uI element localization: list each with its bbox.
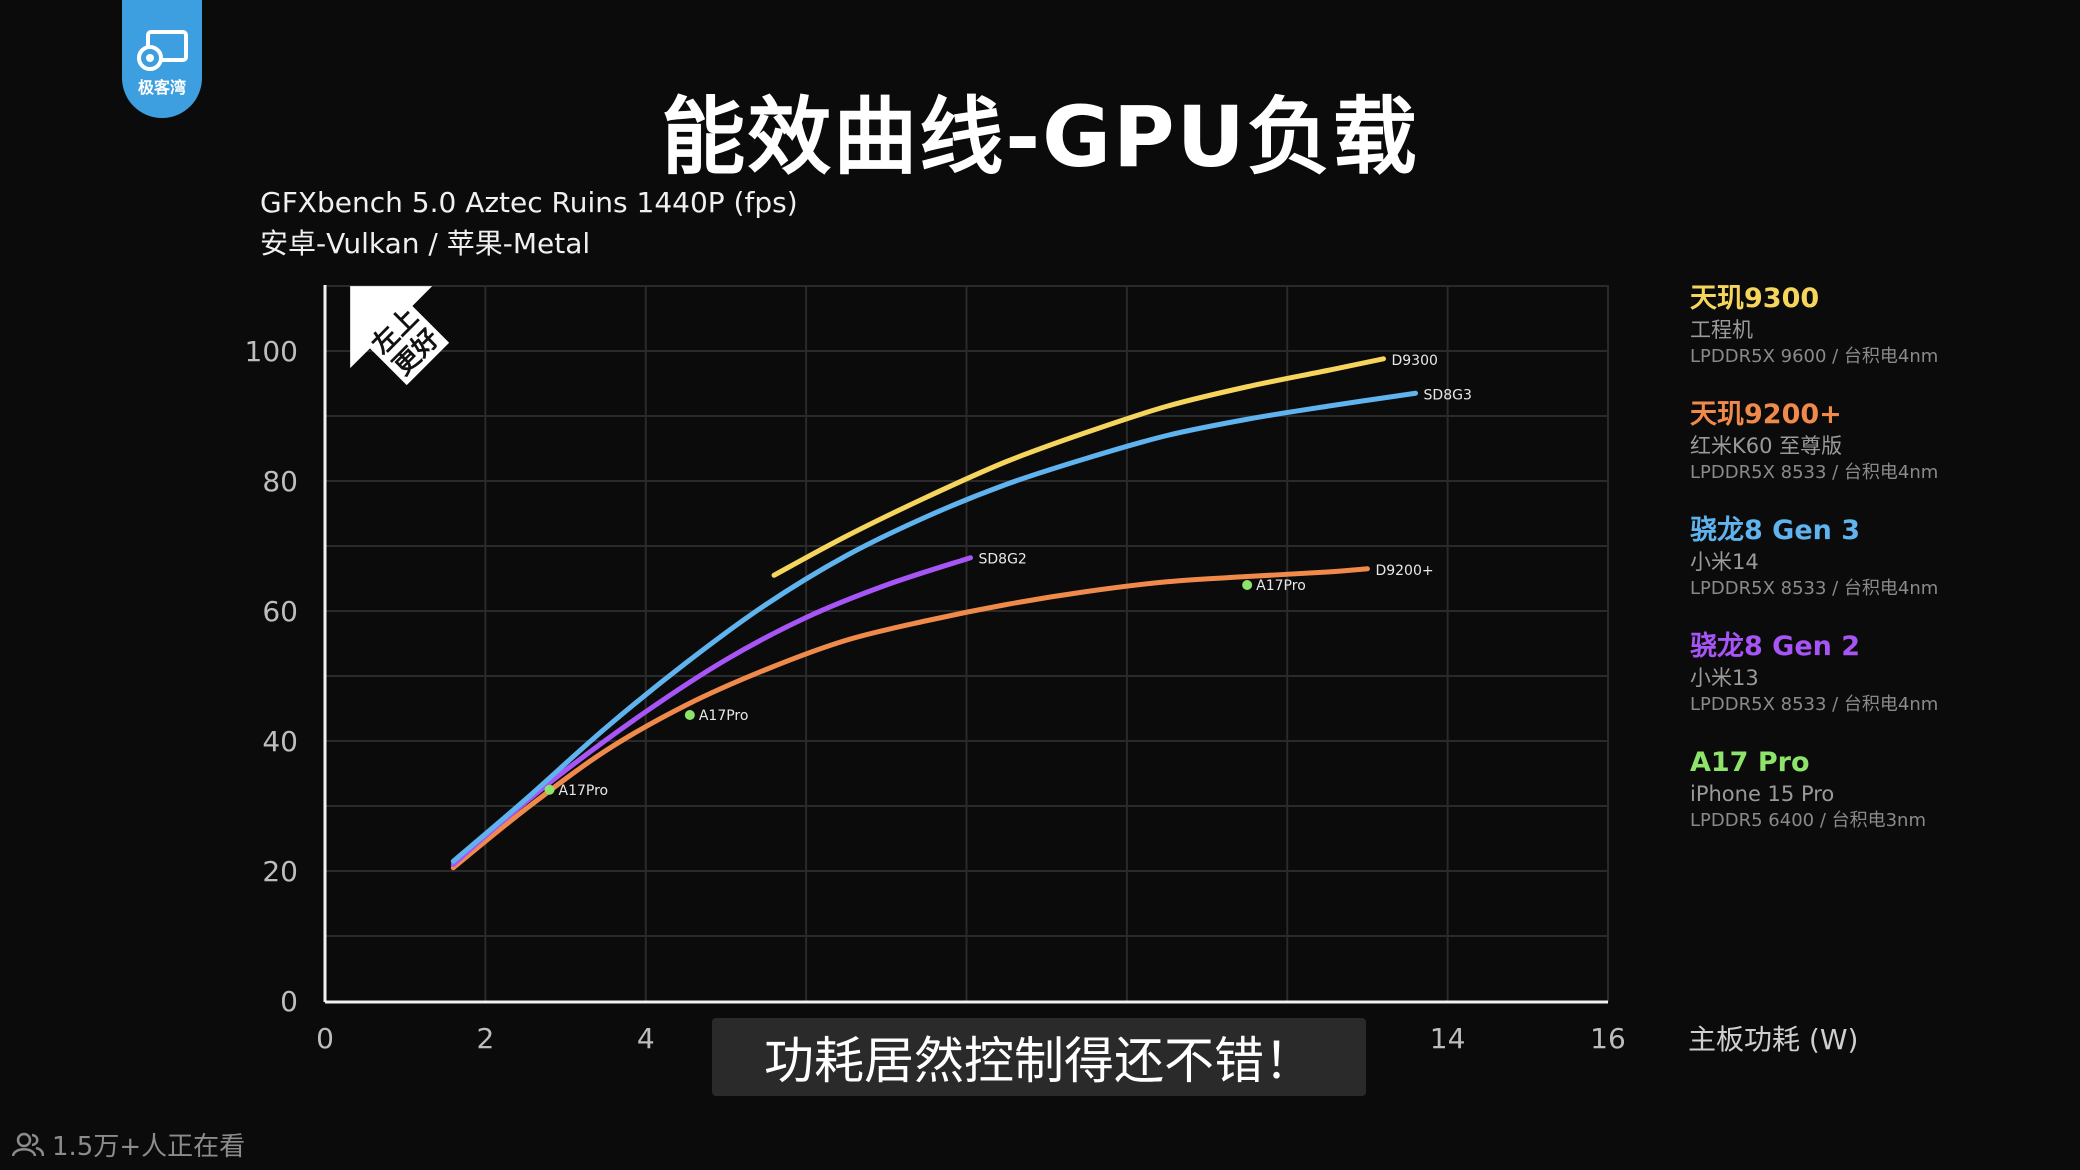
legend-device: 工程机 [1690, 318, 1753, 342]
video-subtitle-text: 功耗居然控制得还不错！ [764, 1032, 1314, 1090]
a17pro-point [544, 784, 555, 795]
legend-device: iPhone 15 Pro [1690, 782, 1835, 806]
a17pro-point [684, 710, 695, 720]
y-tick-label: 40 [262, 725, 298, 758]
logo-text: 极客湾 [137, 78, 186, 97]
video-subtitle: 功耗居然控制得还不错！ [712, 1018, 1366, 1096]
legend-entry: 骁龙8 Gen 2 小米13 LPDDR5X 8533 / 台积电4nm [1690, 630, 2050, 746]
a17pro-point [1242, 580, 1253, 590]
people-icon [12, 1132, 44, 1156]
legend-spec: LPDDR5X 8533 / 台积电4nm [1690, 694, 1939, 715]
legend-device: 小米14 [1690, 550, 1759, 574]
series-line-sd8g3 [450, 390, 1419, 864]
series-line-d9300 [771, 356, 1386, 578]
point-label: A17Pro [699, 708, 749, 724]
legend-spec: LPDDR5 6400 / 台积电3nm [1690, 810, 1926, 831]
y-tick-label: 100 [245, 335, 298, 368]
legend-entry: 天玑9200+ 红米K60 至尊版 LPDDR5X 8533 / 台积电4nm [1690, 398, 2050, 514]
gear-chip-icon [137, 30, 188, 71]
series-end-label: SD8G3 [1424, 387, 1472, 403]
y-tick-label: 0 [280, 985, 298, 1018]
y-tick-label: 20 [262, 855, 298, 888]
legend-chip-name: A17 Pro [1690, 747, 1810, 778]
legend-chip-name: 天玑9200+ [1690, 399, 1842, 430]
legend-spec: LPDDR5X 8533 / 台积电4nm [1690, 578, 1939, 599]
legend-entry: 骁龙8 Gen 3 小米14 LPDDR5X 8533 / 台积电4nm [1690, 514, 2050, 630]
legend-spec: LPDDR5X 8533 / 台积电4nm [1690, 462, 1939, 483]
point-label: A17Pro [559, 783, 609, 799]
x-tick-label: 4 [637, 1022, 655, 1055]
logo: 极客湾 [122, 0, 202, 118]
legend-entry: 天玑9300 工程机 LPDDR5X 9600 / 台积电4nm [1690, 282, 2050, 398]
viewer-count: 1.5万+人正在看 [12, 1126, 245, 1163]
chart-subtitle-benchmark: GFXbench 5.0 Aztec Ruins 1440P (fps) [260, 186, 798, 219]
viewer-count-text: 1.5万+人正在看 [52, 1132, 246, 1162]
chart-subtitle-api: 安卓-Vulkan / 苹果-Metal [260, 227, 591, 260]
legend-chip-name: 天玑9300 [1690, 283, 1820, 314]
series-line-d9200 [450, 566, 1370, 871]
legend: 天玑9300 工程机 LPDDR5X 9600 / 台积电4nm 天玑9200+ 红米K… [1690, 282, 2050, 862]
chart-title: 能效曲线-GPU负载 [661, 88, 1419, 186]
y-tick-label: 60 [262, 595, 298, 628]
legend-chip-name: 骁龙8 Gen 2 [1690, 631, 1861, 662]
point-label: A17Pro [1256, 578, 1306, 594]
legend-device: 小米13 [1690, 666, 1759, 690]
x-tick-label: 16 [1590, 1022, 1626, 1055]
x-axis-label: 主板功耗 (W) [1688, 1023, 1859, 1056]
legend-spec: LPDDR5X 9600 / 台积电4nm [1690, 346, 1939, 367]
legend-entry: A17 Pro iPhone 15 Pro LPDDR5 6400 / 台积电3nm [1690, 746, 2050, 862]
legend-chip-name: 骁龙8 Gen 3 [1690, 515, 1861, 546]
series-end-label: SD8G2 [979, 552, 1027, 568]
series-end-label: D9300 [1391, 353, 1437, 369]
y-tick-label: 80 [262, 465, 298, 498]
better-top-left-badge: 左上 更好 [350, 286, 450, 386]
arrow-up-left-icon [350, 286, 450, 386]
series-end-label: D9200+ [1375, 563, 1433, 579]
x-tick-label: 0 [316, 1022, 334, 1055]
x-tick-label: 14 [1430, 1022, 1466, 1055]
legend-device: 红米K60 至尊版 [1690, 434, 1843, 458]
x-tick-label: 2 [476, 1022, 494, 1055]
